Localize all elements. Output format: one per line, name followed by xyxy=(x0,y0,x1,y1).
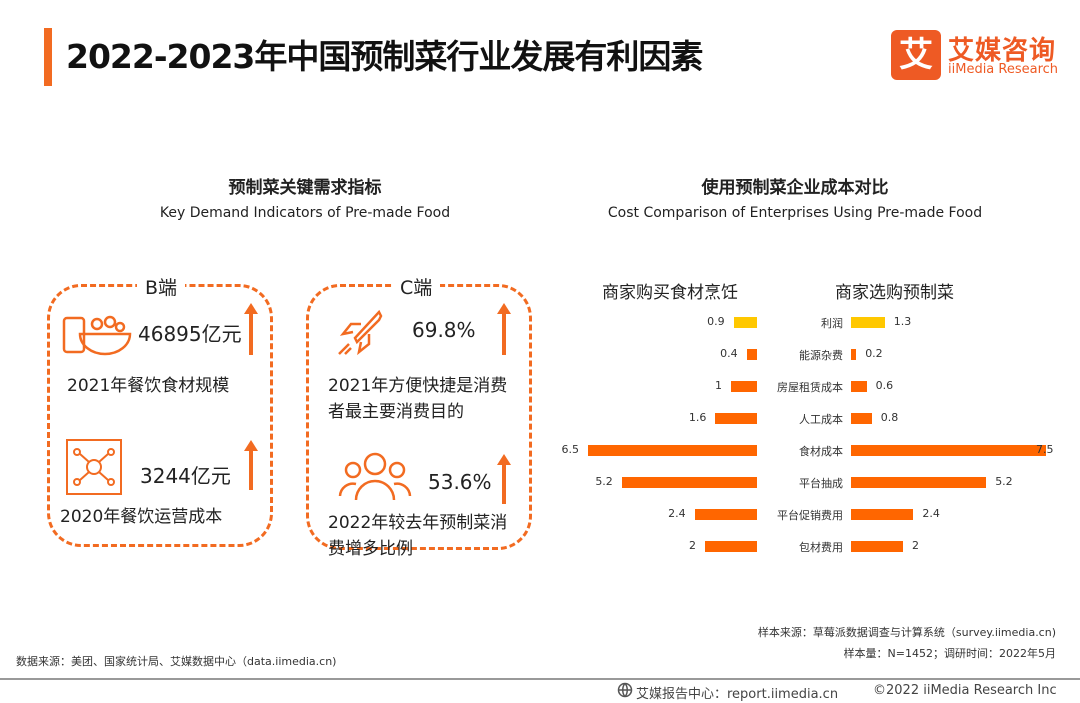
data-source: 数据来源：美团、国家统计局、艾媒数据中心（data.iimedia.cn) xyxy=(16,655,337,668)
bar-left xyxy=(694,509,757,520)
value-label-right: 5.2 xyxy=(995,475,1013,488)
value-label-right: 0.6 xyxy=(875,379,894,392)
sample-source: 样本来源：草莓派数据调查与计算系统（survey.iimedia.cn) xyxy=(757,626,1056,639)
bar-right xyxy=(851,349,857,360)
food-bowl-icon xyxy=(62,315,132,356)
people-icon xyxy=(338,452,412,501)
up-arrow-icon xyxy=(244,303,258,355)
value-label-left: 2.4 xyxy=(668,507,686,520)
b-desc-1: 2021年餐饮食材规模 xyxy=(67,376,230,396)
footer-divider xyxy=(0,678,1080,680)
bar-right xyxy=(851,477,987,488)
b-value-2: 3244亿元 xyxy=(140,464,231,488)
category-label: 能源杂费 xyxy=(799,349,843,362)
copyright: ©2022 iiMedia Research Inc xyxy=(873,683,1057,698)
value-label-right: 0.2 xyxy=(865,347,883,360)
left-panel-title: 预制菜关键需求指标 xyxy=(228,178,382,198)
bar-right xyxy=(851,541,903,552)
up-arrow-icon xyxy=(497,454,511,504)
c-desc-1: 2021年方便快捷是消费者最主要消费目的 xyxy=(328,376,508,422)
rocket-icon xyxy=(338,309,383,356)
value-label-left: 5.2 xyxy=(595,475,613,488)
c-value-1: 69.8% xyxy=(412,318,476,342)
value-label-left: 0.9 xyxy=(707,315,725,328)
b-end-label: B端 xyxy=(137,273,186,300)
b-desc-2: 2020年餐饮运营成本 xyxy=(60,507,223,527)
category-label: 利润 xyxy=(821,317,843,330)
c-value-2: 53.6% xyxy=(428,470,492,494)
series-right-header: 商家选购预制菜 xyxy=(835,283,954,303)
bar-left xyxy=(705,541,757,552)
bar-left xyxy=(715,413,757,424)
logo-text: 艾媒咨询 xyxy=(948,36,1057,66)
value-label-left: 2 xyxy=(689,539,696,552)
bar-left xyxy=(746,349,757,360)
left-panel-subtitle: Key Demand Indicators of Pre-made Food xyxy=(159,205,451,221)
bar-right xyxy=(851,381,867,392)
category-label: 人工成本 xyxy=(799,413,843,426)
b-value-1: 46895亿元 xyxy=(138,322,242,346)
page-title: 2022-2023年中国预制菜行业发展有利因素 xyxy=(66,37,703,76)
value-label-left: 6.5 xyxy=(561,443,580,456)
bar-right xyxy=(851,413,872,424)
sample-size: 样本量：N=1452；调研时间：2022年5月 xyxy=(843,647,1056,660)
logo-mark: 艾 xyxy=(891,30,941,80)
value-label-right: 0.8 xyxy=(880,411,899,424)
c-desc-2: 2022年较去年预制菜消费增多比例 xyxy=(328,513,508,559)
title-accent-bar xyxy=(44,28,52,86)
value-label-right: 1.3 xyxy=(893,315,912,328)
category-label: 平台促销费用 xyxy=(777,509,843,522)
value-label-right: 7.5 xyxy=(1036,443,1054,456)
value-label-right: 2.4 xyxy=(922,507,940,520)
bar-left xyxy=(588,445,757,456)
globe-icon xyxy=(617,682,633,698)
up-arrow-icon xyxy=(244,440,258,490)
value-label-left: 1 xyxy=(715,379,722,392)
category-label: 房屋租赁成本 xyxy=(777,381,843,394)
bar-left xyxy=(731,381,757,392)
category-label: 食材成本 xyxy=(799,445,843,458)
logo-subtext: iiMedia Research xyxy=(948,62,1059,77)
value-label-right: 2 xyxy=(912,539,919,552)
series-left-header: 商家购买食材烹饪 xyxy=(602,283,738,303)
chart-title: 使用预制菜企业成本对比 xyxy=(701,178,889,198)
value-label-left: 1.6 xyxy=(688,411,707,424)
bar-right xyxy=(851,445,1046,456)
bar-right xyxy=(851,317,885,328)
bar-left xyxy=(733,317,757,328)
chart-subtitle: Cost Comparison of Enterprises Using Pre… xyxy=(607,205,983,221)
report-center-link[interactable]: 艾媒报告中心：report.iimedia.cn xyxy=(636,687,839,702)
value-label-left: 0.4 xyxy=(720,347,738,360)
c-end-label: C端 xyxy=(392,273,441,300)
bar-left xyxy=(621,477,757,488)
category-label: 平台抽成 xyxy=(799,477,843,490)
up-arrow-icon xyxy=(497,303,511,355)
network-icon xyxy=(66,439,122,495)
category-label: 包材费用 xyxy=(799,541,843,554)
bar-right xyxy=(851,509,914,520)
